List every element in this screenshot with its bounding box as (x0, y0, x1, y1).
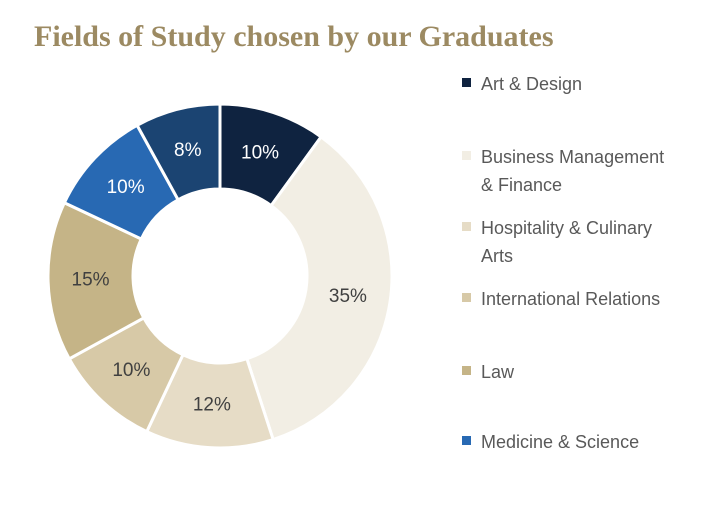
legend-swatch (462, 78, 471, 87)
legend-item-hospitality-and-culinary-arts: Hospitality & Culinary Arts (462, 214, 722, 270)
legend-label: Art & Design (481, 74, 583, 94)
slice-label-medicine-and-science: 10% (107, 177, 145, 198)
slice-label-other: 8% (174, 140, 202, 161)
donut-slice-other (135, 102, 222, 202)
slice-label-art-and-design: 10% (241, 142, 279, 163)
donut-slices (46, 102, 394, 450)
slice-label-business-management-and-finance: 35% (329, 286, 367, 307)
donut-slice-labels: 10% 35% 12% 10% 15% 10% 8% (72, 140, 367, 416)
legend-swatch (462, 366, 471, 375)
donut-chart: 10% 35% 12% 10% 15% 10% 8% (46, 102, 394, 450)
legend-item-art-and-design: Art & Design (462, 70, 722, 98)
donut-slice-business-management-and-finance (244, 134, 394, 442)
legend-swatch (462, 151, 471, 160)
legend-swatch (462, 436, 471, 445)
legend-item-law: Law (462, 358, 722, 386)
legend-label: Hospitality & Culinary Arts (481, 218, 653, 266)
legend-item-medicine-and-science: Medicine & Science (462, 428, 722, 456)
legend-swatch (462, 293, 471, 302)
legend-label: International Relations (481, 289, 661, 309)
legend-label: Business Management & Finance (481, 147, 665, 195)
slice-label-law: 15% (72, 270, 110, 291)
legend-label: Medicine & Science (481, 432, 640, 452)
chart-title: Fields of Study chosen by our Graduates (34, 20, 554, 53)
legend-label: Law (481, 362, 515, 382)
slice-label-hospitality-and-culinary-arts: 12% (193, 395, 231, 416)
chart-legend: Art & Design Business Management & Finance… (462, 0, 722, 506)
legend-item-international-relations: International Relations (462, 285, 722, 313)
legend-swatch (462, 222, 471, 231)
legend-item-business-management-and-finance: Business Management & Finance (462, 143, 722, 199)
slice-label-international-relations: 10% (112, 360, 150, 381)
